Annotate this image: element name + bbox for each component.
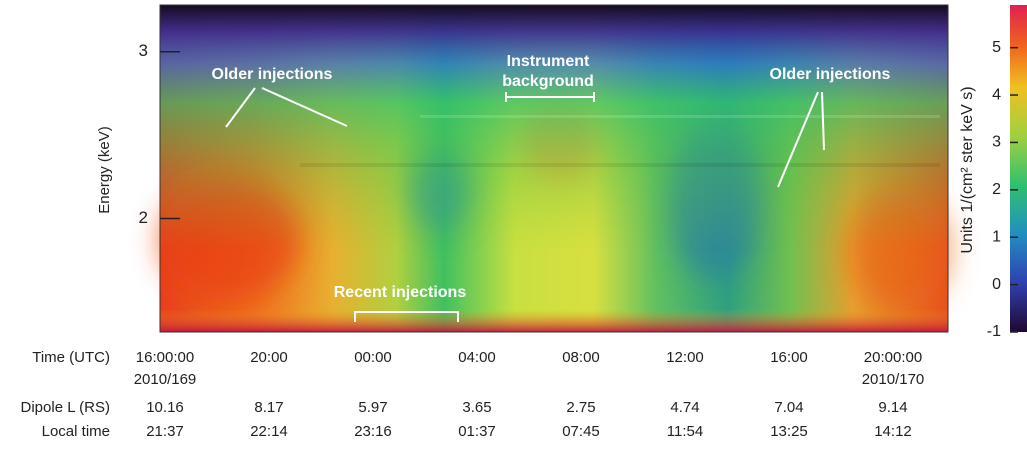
row-value: 21:37 (146, 423, 184, 440)
artifact-band (420, 115, 940, 118)
row-value: 20:00 (250, 349, 288, 366)
row-value: 07:45 (562, 423, 600, 440)
row-value: 08:00 (562, 349, 600, 366)
colorbar-tick-label: 2 (992, 181, 1001, 198)
colorbar-tick-label: -1 (987, 323, 1001, 340)
colorbar-tick-label: 3 (992, 134, 1001, 151)
row-value: 16:00 (770, 349, 808, 366)
row-label: Local time (42, 423, 110, 440)
row-value: 14:12 (874, 423, 912, 440)
row-value: 16:00:00 (136, 349, 194, 366)
annotation: Older injections (212, 66, 333, 83)
row-value: 9.14 (878, 399, 907, 416)
row-value: 11:54 (667, 423, 703, 440)
row-value: 13:25 (770, 423, 808, 440)
row-value: 01:37 (458, 423, 496, 440)
colorbar-tick-label: 5 (992, 39, 1001, 56)
row-value: 3.65 (462, 399, 491, 416)
date-label: 2010/170 (862, 371, 925, 388)
row-value: 04:00 (458, 349, 496, 366)
colorbar-tick-label: 1 (992, 228, 1001, 245)
annotation: background (502, 73, 594, 90)
y-axis-label: Energy (keV) (96, 126, 113, 214)
row-value: 20:00:00 (864, 349, 922, 366)
row-value: 2.75 (566, 399, 595, 416)
colorbar-tick-label: 0 (992, 276, 1001, 293)
row-value: 8.17 (254, 399, 283, 416)
annotation: Instrument (507, 53, 590, 70)
row-value: 00:00 (354, 349, 392, 366)
row-value: 4.74 (670, 399, 699, 416)
colorbar-tick-label: 4 (992, 86, 1001, 103)
row-value: 7.04 (774, 399, 803, 416)
y-tick-label: 2 (139, 208, 148, 227)
row-value: 22:14 (250, 423, 288, 440)
colorbar-label: Units 1/(cm² ster keV s) (959, 86, 976, 253)
row-value: 23:16 (354, 423, 392, 440)
annotation: Older injections (770, 66, 891, 83)
row-value: 10.16 (146, 399, 184, 416)
row-value: 5.97 (358, 399, 387, 416)
row-label: Dipole L (RS) (21, 399, 110, 416)
date-label: 2010/169 (134, 371, 197, 388)
y-tick-label: 3 (139, 41, 148, 60)
colorbar (1010, 5, 1027, 332)
row-label: Time (UTC) (32, 349, 110, 366)
artifact-band (300, 163, 940, 167)
annotation: Recent injections (334, 284, 467, 301)
chart: Energy (keV) Units 1/(cm² ster keV s) 23… (0, 0, 1027, 449)
row-value: 12:00 (666, 349, 704, 366)
